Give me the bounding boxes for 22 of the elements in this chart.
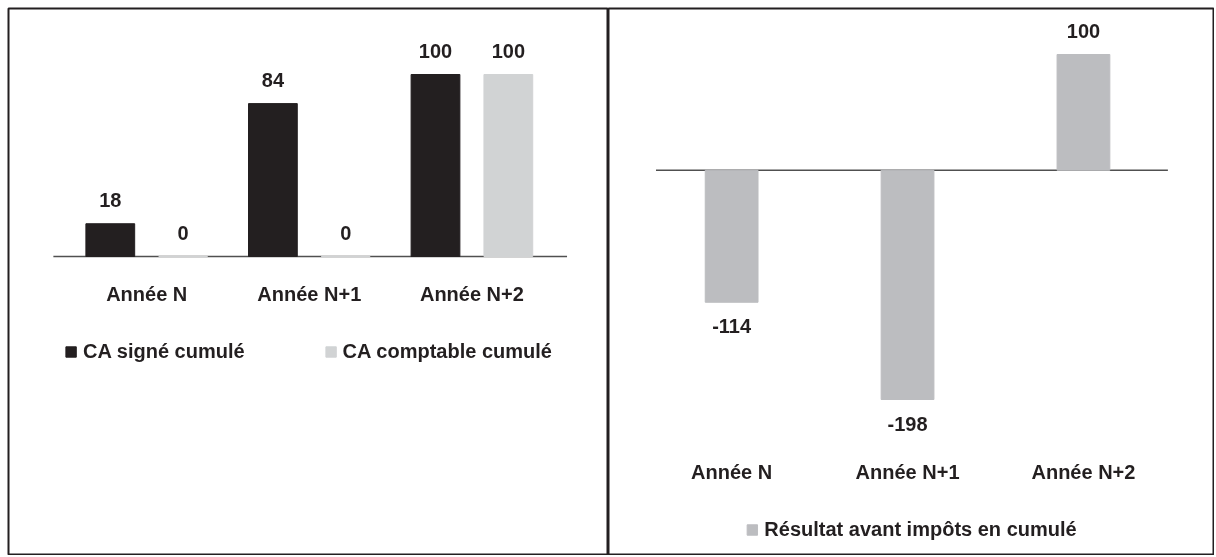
legend-label: CA signé cumulé (83, 340, 245, 363)
bar (85, 223, 136, 257)
data-label: 100 (418, 39, 453, 62)
bar (248, 103, 298, 257)
data-label: 0 (177, 221, 189, 244)
data-label: -198 (887, 412, 928, 435)
data-label: 100 (1066, 19, 1101, 42)
bar (410, 74, 461, 257)
x-tick-label: Année N+2 (419, 282, 524, 305)
data-label: 100 (491, 39, 526, 62)
data-label: 84 (261, 68, 285, 91)
x-tick-label: Année N (691, 460, 773, 483)
x-tick-label: Année N+2 (1031, 460, 1136, 483)
x-tick-label: Année N+1 (855, 460, 960, 483)
bar (483, 74, 534, 257)
x-tick-label: Année N+1 (257, 282, 362, 305)
legend-label: Résultat avant impôts en cumulé (764, 518, 1077, 541)
x-tick-label: Année N (106, 282, 188, 305)
data-label: 0 (340, 221, 352, 244)
data-label: -114 (712, 315, 752, 338)
legend-label: CA comptable cumulé (342, 340, 552, 363)
data-label: 18 (99, 188, 122, 211)
